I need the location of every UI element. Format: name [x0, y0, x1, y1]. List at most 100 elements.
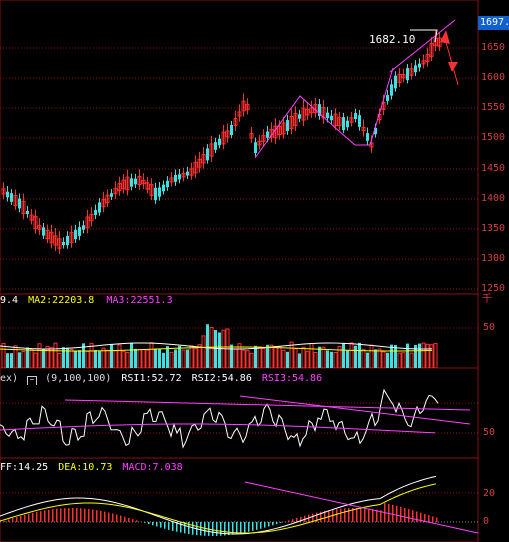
volume-bar — [298, 353, 301, 368]
macd-bar — [276, 522, 278, 525]
volume-axis-tick: 50 — [483, 322, 496, 333]
candle — [37, 225, 42, 230]
volume-bar — [305, 350, 310, 368]
diff-legend: FF:14.25 — [0, 462, 49, 473]
candle — [301, 107, 306, 121]
candle — [401, 74, 406, 79]
volume-bar — [425, 343, 430, 368]
candle — [386, 95, 389, 101]
candlestick-chart[interactable] — [0, 0, 509, 294]
candle — [286, 120, 289, 131]
volume-bar — [181, 349, 186, 368]
candle — [354, 113, 357, 119]
volume-bar — [381, 351, 386, 368]
rsi-chart[interactable] — [0, 368, 509, 458]
volume-bar — [206, 324, 209, 368]
dea-legend: DEA:10.73 — [58, 462, 113, 473]
volume-bar — [89, 342, 94, 368]
volume-bar — [354, 345, 357, 368]
volume-bar — [66, 347, 69, 368]
candle — [349, 117, 354, 123]
volume-bar — [37, 343, 42, 368]
ma2-legend: MA2:22203.8 — [28, 295, 95, 306]
macd-bar — [124, 516, 126, 522]
volume-bar — [85, 350, 90, 368]
candle — [134, 178, 137, 185]
volume-bar — [433, 342, 438, 368]
candle — [418, 63, 421, 68]
price-panel[interactable]: 1697. 1682.10 1650 1600 1550 1500 1450 1… — [0, 0, 509, 294]
macd-bar — [120, 515, 122, 522]
macd-bar — [400, 506, 402, 522]
macd-bar — [412, 510, 414, 522]
volume-bar — [261, 347, 266, 368]
volume-bar — [233, 348, 238, 368]
price-axis-tick: 1550 — [481, 102, 506, 113]
macd-bar — [216, 522, 218, 536]
ma1-line — [0, 342, 433, 350]
macd-bar — [344, 508, 346, 522]
macd-bar — [272, 522, 274, 526]
candle — [429, 43, 434, 57]
volume-bar — [254, 345, 257, 368]
volume-bar — [193, 348, 198, 368]
volume-bar — [26, 347, 29, 368]
volume-bar — [342, 343, 345, 368]
volume-bar — [149, 342, 154, 368]
volume-bar — [409, 352, 414, 368]
price-axis-tick: 1400 — [481, 193, 506, 204]
current-price-badge: 1697. — [478, 16, 509, 30]
volume-bar — [273, 346, 278, 368]
macd-bar — [288, 520, 290, 522]
macd-panel[interactable]: FF:14.25 DEA:10.73 MACD:7.038 20 0 — [0, 458, 509, 542]
macd-bar — [416, 511, 418, 522]
indicator-name: ex) — [0, 373, 19, 384]
candle — [69, 231, 74, 244]
price-axis-tick: 1300 — [481, 253, 506, 264]
macd-bar — [376, 509, 378, 522]
macd-bar — [324, 510, 326, 522]
arrow-line — [443, 34, 459, 86]
volume-chart[interactable] — [0, 294, 509, 368]
volume-bar — [214, 329, 217, 368]
volume-bar — [145, 349, 150, 368]
volume-bar — [94, 350, 97, 368]
candle — [257, 140, 262, 146]
candle — [1, 188, 6, 195]
volume-bar — [57, 352, 62, 368]
candle — [98, 202, 101, 213]
macd-chart[interactable] — [0, 458, 509, 542]
rsi-trend-line — [64, 399, 471, 411]
volume-bar — [218, 332, 221, 368]
rsi2-legend: RSI2:54.86 — [191, 373, 252, 384]
candle — [214, 142, 217, 150]
macd-bar — [188, 522, 190, 535]
candle — [85, 216, 90, 229]
peak-marker — [410, 29, 438, 43]
candle — [342, 117, 345, 131]
macd-bar — [404, 507, 406, 522]
collapse-icon[interactable]: − — [27, 376, 38, 385]
candle — [293, 113, 298, 126]
volume-bar — [29, 349, 34, 368]
volume-bar — [346, 350, 349, 368]
macd-legend-value: MACD:7.038 — [122, 462, 183, 473]
macd-bar — [32, 512, 34, 522]
macd-bar — [204, 522, 206, 536]
candle — [42, 227, 45, 236]
candle — [110, 193, 113, 197]
volume-bar — [110, 343, 113, 368]
rsi-panel[interactable]: ex) − (9,100,100) RSI1:52.72 RSI2:54.86 … — [0, 368, 509, 458]
volume-bar — [49, 347, 54, 368]
ma3-legend: MA3:22551.3 — [106, 295, 173, 306]
candle — [237, 111, 242, 117]
candle — [374, 127, 377, 135]
macd-bar — [432, 516, 434, 522]
candle — [409, 68, 414, 76]
price-axis-tick: 1350 — [481, 223, 506, 234]
volume-panel[interactable]: 9.4 MA2:22203.8 MA3:22551.3 千 50 — [0, 294, 509, 368]
candle — [62, 241, 65, 246]
candle — [145, 182, 150, 190]
candle — [125, 176, 130, 191]
volume-bar — [174, 349, 177, 368]
